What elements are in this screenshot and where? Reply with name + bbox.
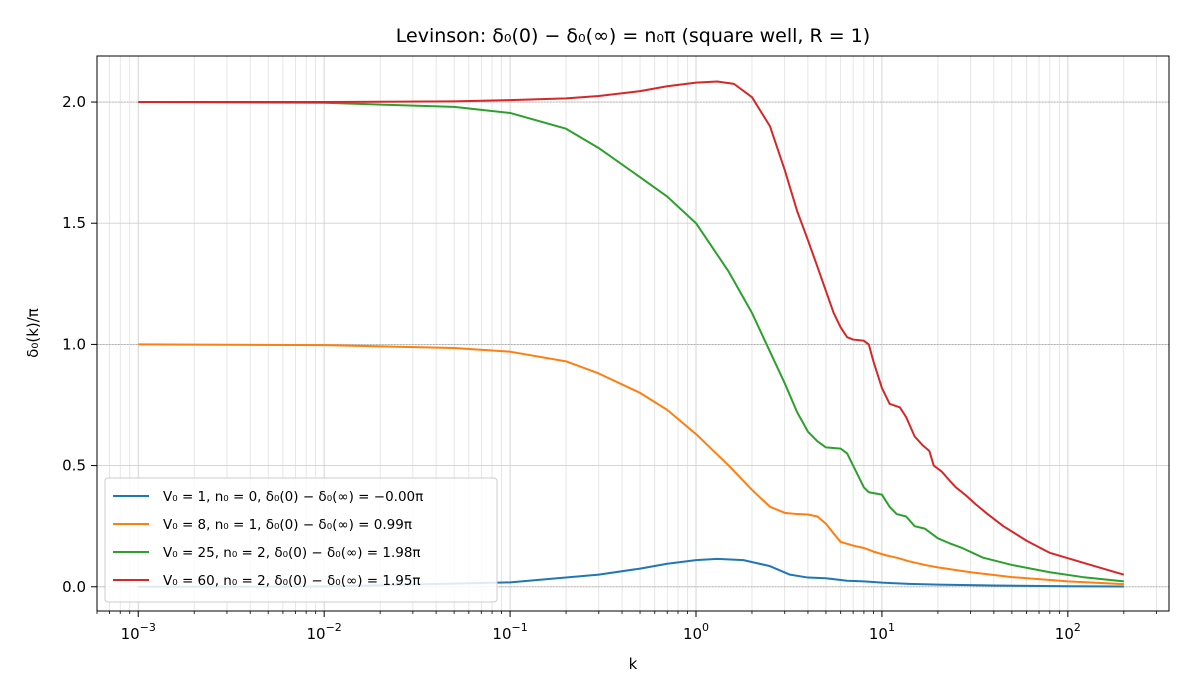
legend-label-1: V₀ = 1, n₀ = 0, δ₀(0) − δ₀(∞) = −0.00π bbox=[163, 489, 423, 505]
plot-frame bbox=[96, 55, 1170, 612]
x-tick-label: 102 bbox=[1055, 621, 1081, 643]
y-tick-label: 2.0 bbox=[62, 93, 86, 111]
series-line-4 bbox=[138, 80, 1125, 576]
series-line-3 bbox=[138, 101, 1124, 583]
y-tick-label: 0.5 bbox=[62, 457, 86, 475]
x-tick-label: 10−2 bbox=[307, 621, 342, 643]
y-axis-label: δ₀(k)/π bbox=[24, 308, 42, 358]
x-tick-label: 10−3 bbox=[121, 621, 156, 643]
y-tick-label: 1.0 bbox=[62, 335, 86, 353]
x-tick-label: 101 bbox=[869, 621, 895, 643]
legend-label-2: V₀ = 8, n₀ = 1, δ₀(0) − δ₀(∞) = 0.99π bbox=[163, 517, 412, 533]
legend: V₀ = 1, n₀ = 0, δ₀(0) − δ₀(∞) = −0.00π V₀… bbox=[104, 477, 498, 603]
legend-box bbox=[104, 477, 498, 603]
y-tick-label: 0.0 bbox=[62, 578, 86, 596]
y-tick-label: 1.5 bbox=[62, 214, 86, 232]
legend-label-3: V₀ = 25, n₀ = 2, δ₀(0) − δ₀(∞) = 1.98π bbox=[163, 545, 421, 561]
axis-ticks: 10−3 10−2 10−1 100 101 102 0.0 0.5 1.0 1.5 2.0 bbox=[62, 93, 1157, 643]
x-axis-label: k bbox=[629, 655, 638, 673]
legend-label-4: V₀ = 60, n₀ = 2, δ₀(0) − δ₀(∞) = 1.95π bbox=[163, 573, 421, 589]
series-line-2 bbox=[138, 343, 1124, 586]
x-tick-label: 10−1 bbox=[492, 621, 527, 643]
series-line-1 bbox=[138, 557, 1124, 588]
chart-title: Levinson: δ₀(0) − δ₀(∞) = n₀π (square we… bbox=[396, 25, 870, 47]
x-tick-label: 100 bbox=[683, 621, 709, 643]
series-lines bbox=[138, 80, 1125, 588]
